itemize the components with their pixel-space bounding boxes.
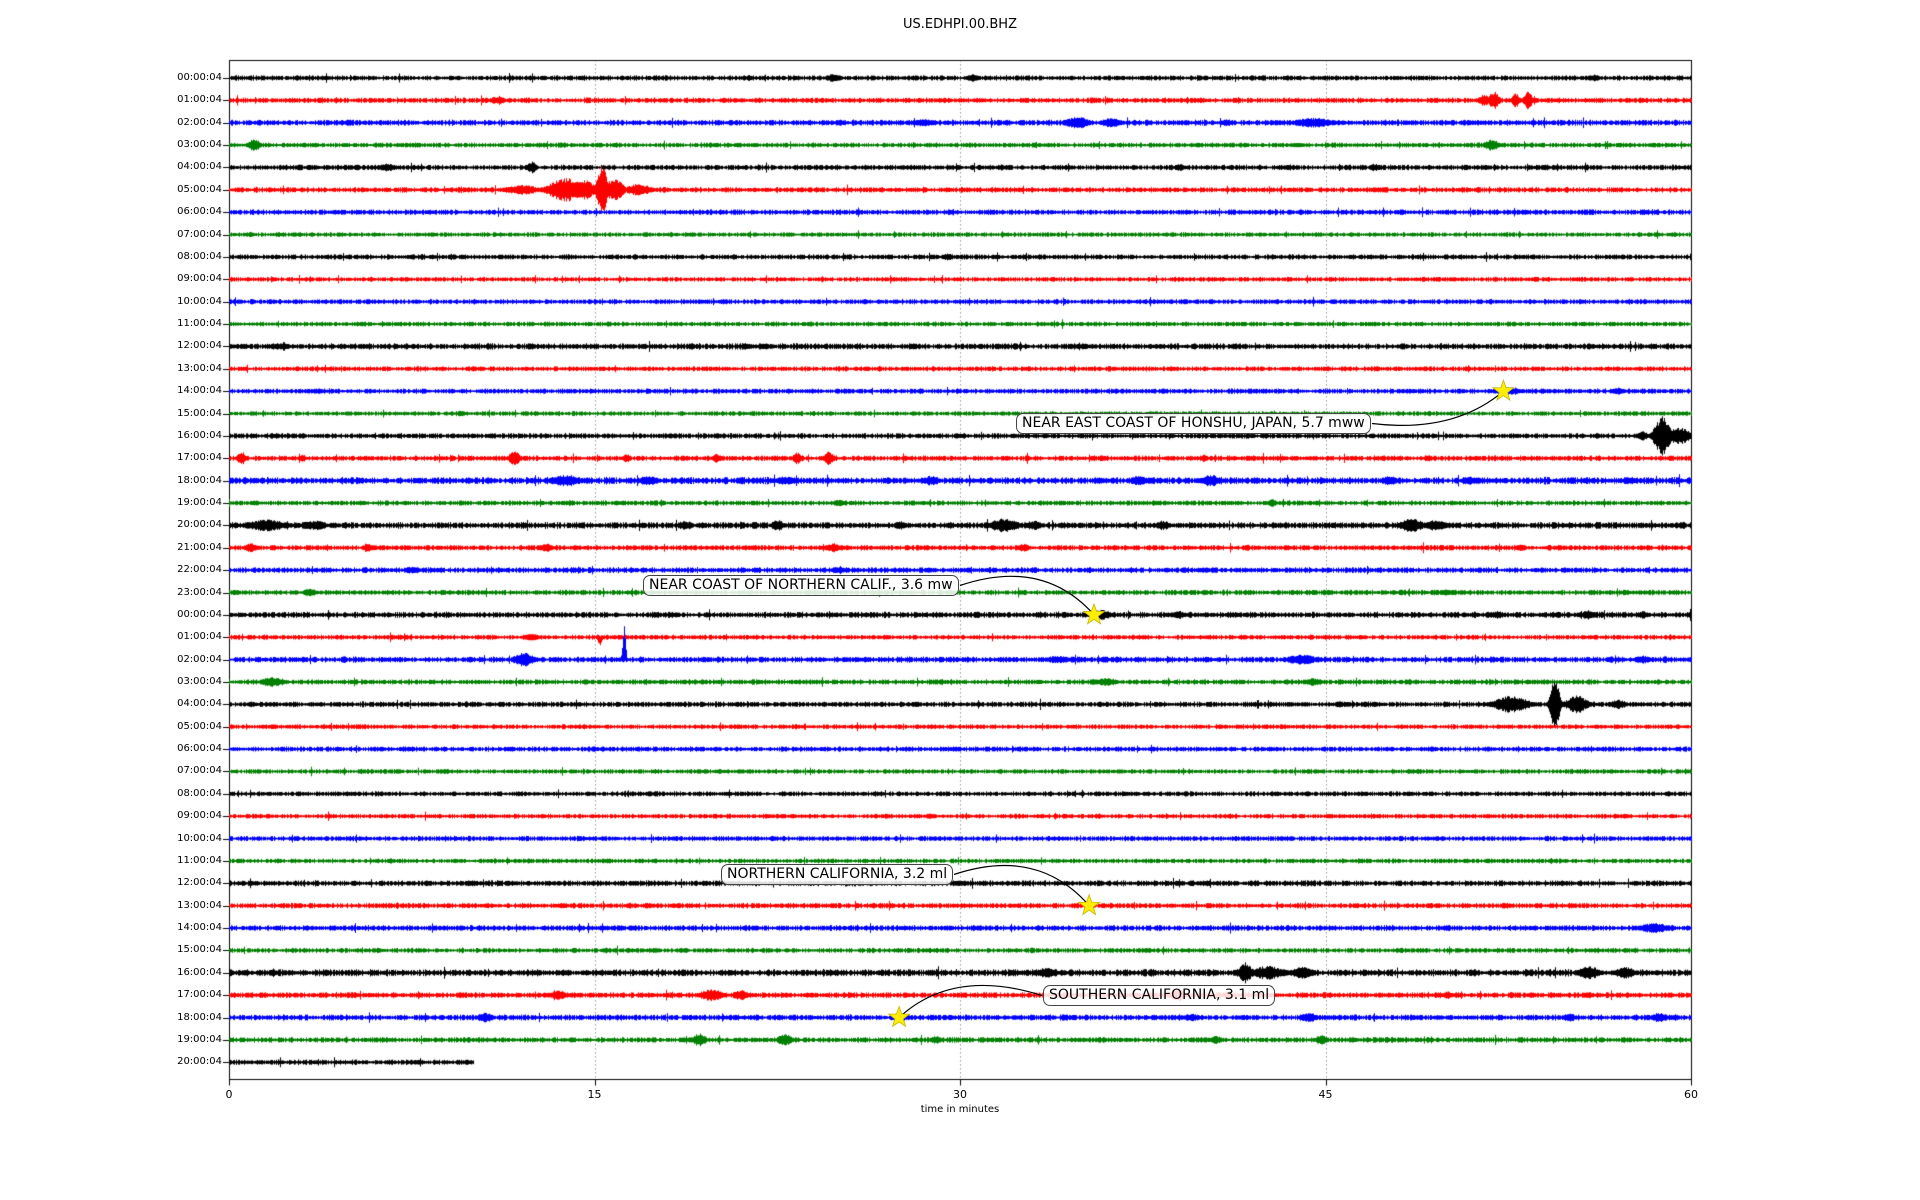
y-tick-label: 01:00:04	[177, 94, 222, 106]
y-tick-label: 19:00:04	[177, 1033, 222, 1045]
y-tick-label: 11:00:04	[177, 318, 222, 330]
event-annotation: NEAR COAST OF NORTHERN CALIF., 3.6 mw	[643, 575, 959, 596]
y-tick-label: 00:00:04	[177, 72, 222, 83]
y-tick-label: 20:00:04	[177, 1056, 222, 1068]
y-tick-label: 11:00:04	[177, 854, 222, 866]
x-tick-label: 15	[587, 1088, 602, 1101]
x-tick-label: 45	[1318, 1088, 1333, 1101]
y-tick-label: 15:00:04	[177, 407, 222, 419]
y-tick-label: 23:00:04	[177, 586, 222, 598]
y-tick-label: 08:00:04	[177, 787, 222, 799]
y-tick-label: 03:00:04	[177, 139, 222, 151]
y-tick-label: 05:00:04	[177, 183, 222, 195]
y-tick-label: 17:00:04	[177, 452, 222, 464]
x-tick-label: 30	[953, 1088, 967, 1101]
x-tick-label: 60	[1684, 1088, 1698, 1101]
y-tick-label: 18:00:04	[177, 474, 222, 486]
y-tick-label: 03:00:04	[177, 675, 222, 687]
y-tick-label: 00:00:04	[177, 608, 222, 620]
y-tick-label: 05:00:04	[177, 720, 222, 732]
y-tick-label: 12:00:04	[177, 877, 222, 889]
y-tick-label: 18:00:04	[177, 1011, 222, 1023]
y-tick-label: 13:00:04	[177, 362, 222, 374]
y-tick-label: 10:00:04	[177, 832, 222, 844]
y-tick-label: 12:00:04	[177, 340, 222, 352]
y-tick-label: 08:00:04	[177, 250, 222, 262]
y-tick-label: 13:00:04	[177, 899, 222, 911]
y-tick-label: 21:00:04	[177, 541, 222, 553]
y-tick-label: 06:00:04	[177, 743, 222, 755]
y-tick-label: 17:00:04	[177, 989, 222, 1001]
x-axis-label: time in minutes	[920, 1104, 1000, 1115]
plot-title: US.EDHPI.00.BHZ	[903, 17, 1017, 32]
y-tick-label: 02:00:04	[177, 653, 222, 665]
y-tick-label: 14:00:04	[177, 385, 222, 397]
y-tick-label: 15:00:04	[177, 944, 222, 956]
y-tick-label: 06:00:04	[177, 206, 222, 218]
y-tick-label: 16:00:04	[177, 429, 222, 441]
y-tick-label: 10:00:04	[177, 295, 222, 307]
y-tick-label: 16:00:04	[177, 966, 222, 978]
y-tick-label: 09:00:04	[177, 273, 222, 285]
y-tick-label: 20:00:04	[177, 519, 222, 531]
y-tick-label: 07:00:04	[177, 228, 222, 240]
y-tick-label: 19:00:04	[177, 497, 222, 509]
y-tick-label: 07:00:04	[177, 765, 222, 777]
event-annotation: NEAR EAST COAST OF HONSHU, JAPAN, 5.7 mw…	[1016, 413, 1371, 434]
y-tick-label: 01:00:04	[177, 631, 222, 643]
y-tick-label: 09:00:04	[177, 810, 222, 822]
y-tick-label: 04:00:04	[177, 698, 222, 710]
x-tick-label: 0	[225, 1088, 233, 1101]
y-tick-label: 02:00:04	[177, 116, 222, 128]
y-tick-label: 14:00:04	[177, 922, 222, 934]
event-annotation: NORTHERN CALIFORNIA, 3.2 ml	[721, 864, 954, 885]
y-tick-label: 22:00:04	[177, 564, 222, 576]
event-annotation: SOUTHERN CALIFORNIA, 3.1 ml	[1043, 985, 1276, 1006]
y-tick-label: 04:00:04	[177, 161, 222, 173]
